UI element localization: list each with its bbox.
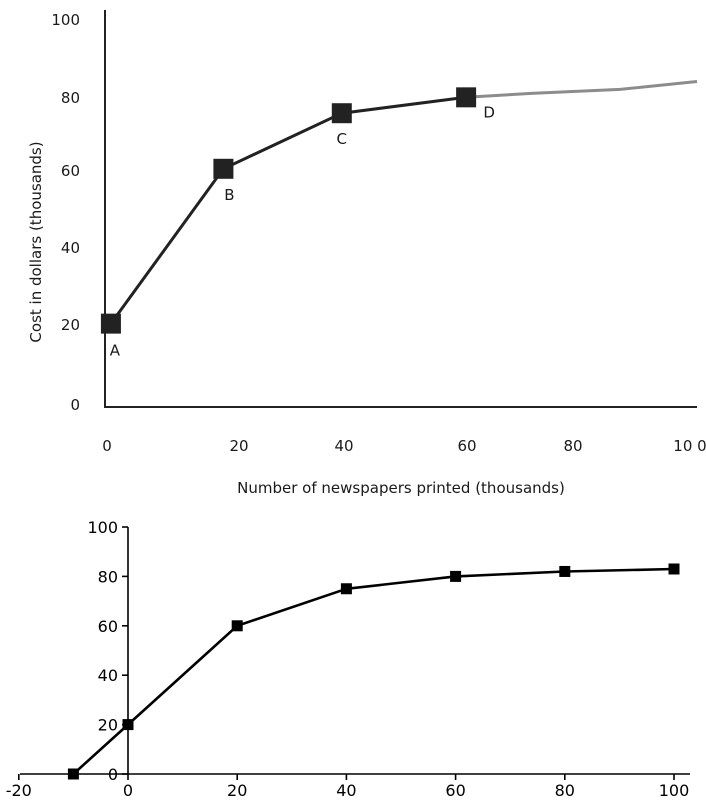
chart2-ytick-label: 60	[98, 617, 118, 636]
chart2-point-marker	[450, 570, 462, 582]
chart1-xtick-label: 0	[102, 437, 112, 455]
chart2-ytick-label: 40	[98, 666, 118, 685]
chart1-point-label: D	[483, 103, 495, 121]
chart1-xlabel: Number of newspapers printed (thousands)	[237, 479, 565, 497]
chart2-xtick-label: 80	[555, 781, 575, 800]
chart2-ytick-label: 0	[108, 765, 118, 784]
chart1-xtick-label: 40	[334, 437, 353, 455]
chart2-xtick-label: 40	[336, 781, 356, 800]
chart1-ytick-label: 100	[51, 11, 80, 29]
chart2-point-marker	[559, 565, 571, 577]
chart1-ylabel: Cost in dollars (thousands)	[27, 141, 45, 342]
chart1-ytick-label: 20	[61, 316, 80, 334]
chart1-point-label: B	[224, 186, 234, 204]
chart1-ytick-label: 40	[61, 239, 80, 257]
chart1-point-label: A	[110, 342, 121, 360]
chart2-xtick-label: -20	[6, 781, 32, 800]
chart1-extension-line	[466, 80, 698, 99]
chart2-xtick-label: 20	[227, 781, 247, 800]
chart2-xtick-label: 60	[445, 781, 465, 800]
chart2-xtick-label: 100	[659, 781, 690, 800]
chart-bottom: 0 20 40 60 80 100 -20 0 20 40 60 80 100	[6, 518, 690, 800]
chart2-point-marker	[668, 563, 680, 575]
chart1-ytick-label: 60	[61, 162, 80, 180]
chart1-ytick-label: 80	[61, 89, 80, 107]
chart2-point-marker	[231, 620, 243, 632]
chart1-series-line	[109, 95, 467, 325]
chart1-point-marker	[456, 87, 477, 108]
chart2-point-marker	[340, 583, 352, 595]
chart1-point-marker	[213, 158, 234, 179]
chart2-ytick-label: 100	[87, 518, 118, 537]
chart-top: Cost in dollars (thousands) Number of ne…	[27, 10, 706, 497]
chart1-point-label: C	[337, 130, 347, 148]
chart2-point-marker	[122, 719, 134, 731]
chart2-ytick-label: 80	[98, 567, 118, 586]
chart1-point-marker	[100, 313, 121, 334]
chart1-axes	[104, 10, 697, 408]
chart2-point-marker	[67, 768, 79, 780]
chart2-xtick-label: 0	[123, 781, 133, 800]
chart2-ytick-label: 20	[98, 716, 118, 735]
chart1-xtick-label: 20	[229, 437, 248, 455]
chart1-xtick-label: 80	[563, 437, 582, 455]
chart1-xtick-label: 10 0	[673, 437, 706, 455]
chart1-point-marker	[331, 103, 352, 124]
chart1-xtick-label: 60	[457, 437, 476, 455]
chart2-series-line	[72, 567, 675, 775]
chart1-ytick-label: 0	[70, 396, 80, 414]
